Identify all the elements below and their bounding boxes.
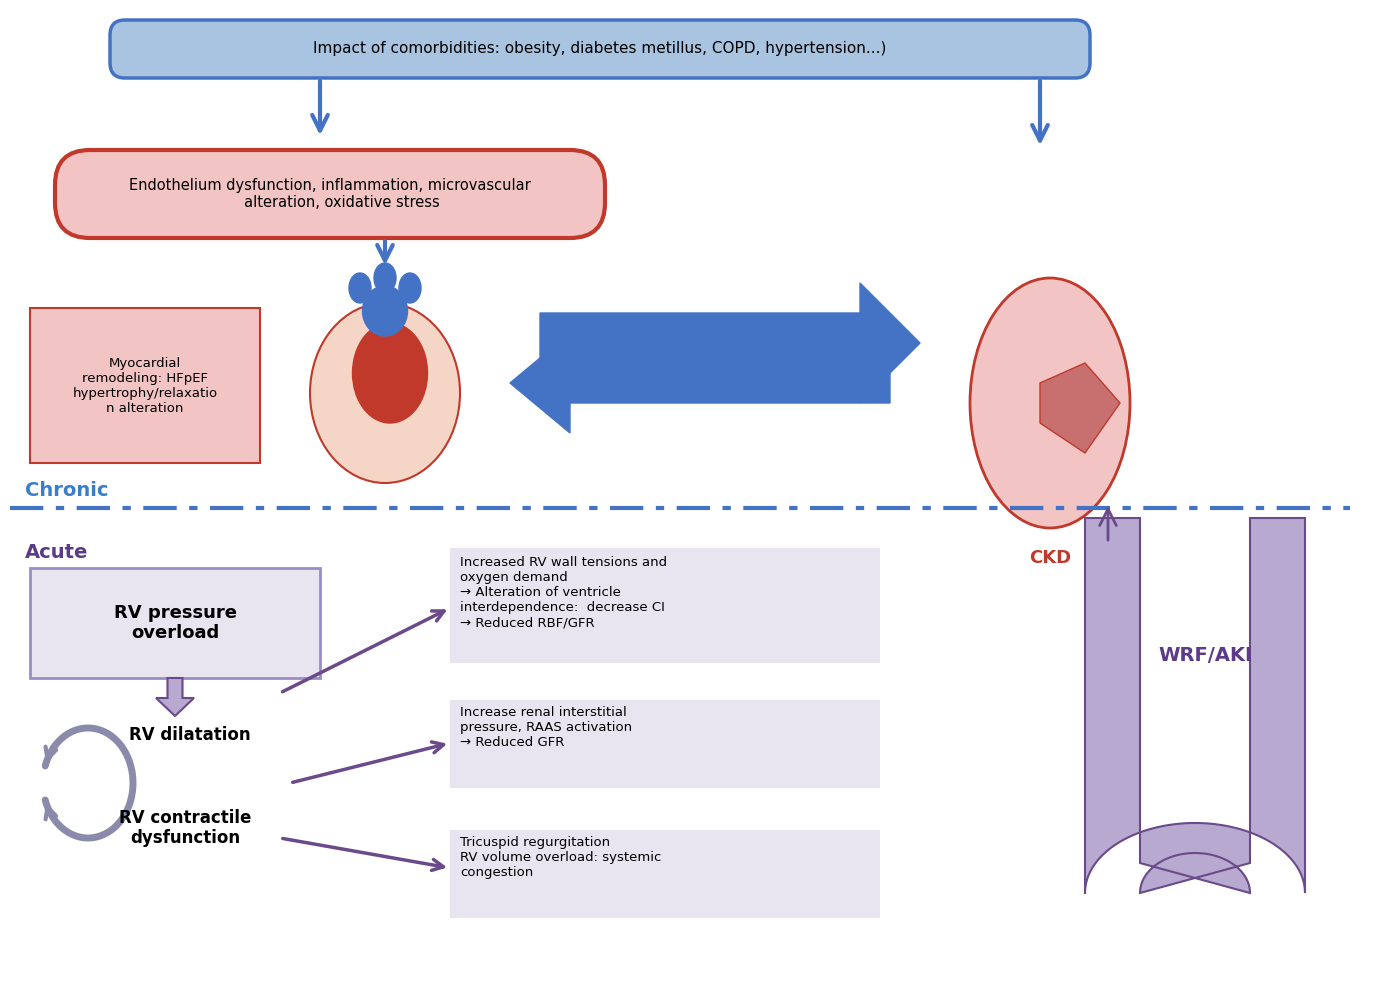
Text: RV contractile
dysfunction: RV contractile dysfunction [119,808,251,847]
Ellipse shape [352,323,428,423]
FancyArrow shape [156,678,193,716]
Polygon shape [540,283,920,403]
Text: Tricuspid regurgitation
RV volume overload: systemic
congestion: Tricuspid regurgitation RV volume overlo… [460,836,661,879]
Text: Chronic: Chronic [25,481,109,500]
Bar [450,830,880,918]
Ellipse shape [399,273,421,303]
Ellipse shape [349,273,371,303]
Polygon shape [1040,363,1120,453]
Ellipse shape [309,303,460,483]
Text: Increase renal interstitial
pressure, RAAS activation
→ Reduced GFR: Increase renal interstitial pressure, RA… [460,706,632,749]
Text: Myocardial
remodeling: HFpEF
hypertrophy/relaxatio
n alteration: Myocardial remodeling: HFpEF hypertrophy… [72,357,218,415]
Ellipse shape [374,263,396,293]
Text: RV dilatation: RV dilatation [130,726,251,744]
Text: Impact of comorbidities: obesity, diabetes metillus, COPD, hypertension...): Impact of comorbidities: obesity, diabet… [313,42,887,57]
Bar [450,548,880,663]
Polygon shape [1085,518,1305,893]
Text: Increased RV wall tensions and
oxygen demand
→ Alteration of ventricle
interdepe: Increased RV wall tensions and oxygen de… [460,556,667,629]
Text: Acute: Acute [25,543,88,562]
Text: RV pressure
overload: RV pressure overload [113,604,236,642]
Bar [30,568,320,678]
FancyBboxPatch shape [110,20,1090,78]
Ellipse shape [362,286,407,336]
Text: Endothelium dysfunction, inflammation, microvascular
     alteration, oxidative : Endothelium dysfunction, inflammation, m… [130,178,530,211]
Bar [450,700,880,788]
Text: CKD: CKD [1029,549,1072,567]
Text: WRF/AKI: WRF/AKI [1157,646,1253,665]
Bar [30,308,260,463]
Ellipse shape [969,278,1130,528]
FancyBboxPatch shape [55,150,605,238]
Polygon shape [510,333,889,433]
